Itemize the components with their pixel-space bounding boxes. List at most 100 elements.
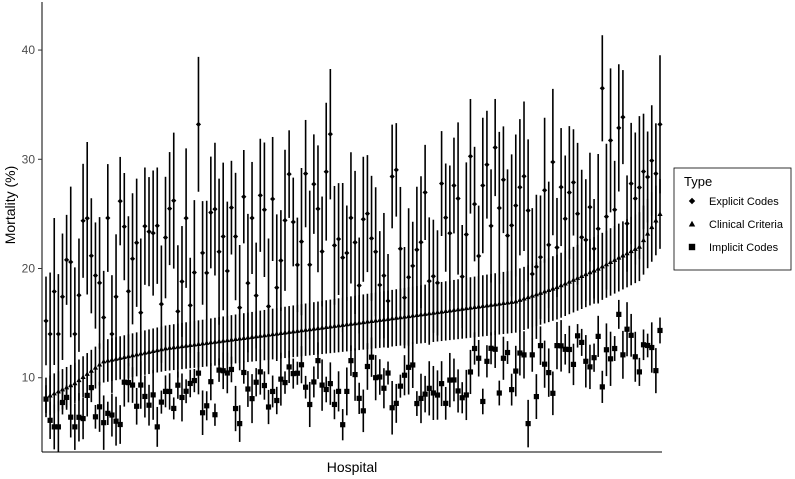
data-point [117,355,123,360]
data-point [471,201,478,207]
data-point [525,421,531,427]
data-point [529,292,535,298]
data-point [47,331,53,337]
data-point [529,352,535,358]
data-point [636,369,642,375]
plot-marks [43,35,663,453]
data-point [113,418,119,424]
legend-box [673,167,792,271]
data-point [447,230,453,236]
data-point [315,325,321,331]
data-point [249,396,255,402]
data-point [105,410,111,416]
data-point [191,269,197,276]
data-point [348,321,354,326]
data-point [492,301,498,307]
data-point [224,370,230,376]
data-point [393,400,399,406]
data-point [175,382,181,388]
data-point [92,414,99,420]
data-point [640,168,647,175]
data-point [138,310,144,316]
data-point [612,207,618,213]
data-point [142,350,148,355]
data-point [167,205,173,212]
data-point [488,223,494,229]
data-point [199,340,206,346]
data-point [484,358,490,364]
data-point [410,263,416,269]
data-point [537,343,544,349]
data-point [632,354,638,360]
data-point [298,327,305,333]
data-point [232,405,239,412]
data-point [134,240,140,246]
data-point [162,234,169,241]
data-point [327,323,333,329]
data-point [327,381,333,387]
data-point [249,334,255,339]
series-clinical-criteria [43,178,663,418]
data-point [587,269,593,275]
data-point [278,257,284,264]
data-point [298,239,305,245]
data-point [616,254,622,260]
data-point [113,356,119,361]
data-point [216,367,222,373]
data-point [96,361,103,367]
data-point [558,343,564,349]
data-point [459,273,465,280]
data-point [348,358,354,364]
data-point [570,361,577,367]
data-point [129,256,136,262]
data-point [542,288,548,294]
data-point [162,388,169,394]
data-point [603,214,610,220]
data-point [443,308,449,314]
data-point [261,382,268,389]
data-point [55,424,61,430]
data-point [344,250,350,256]
data-point [393,167,399,173]
data-point [199,410,206,416]
data-point [645,342,651,349]
data-point [579,234,585,240]
data-point [438,180,445,187]
data-point [599,85,605,91]
data-point [68,382,74,388]
data-point [121,379,127,385]
data-point [558,184,564,190]
data-point [142,393,148,400]
data-point [583,271,589,277]
legend-item: Explicit Codes [688,196,779,208]
data-point [237,420,243,427]
data-point [154,223,160,229]
data-point [270,388,276,395]
data-point [265,303,272,309]
data-point [352,371,358,378]
data-point [484,162,490,168]
data-point [414,312,420,317]
data-point [620,252,626,258]
data-point [344,388,350,395]
data-point [397,383,403,389]
data-point [620,114,626,120]
data-point [187,342,193,348]
data-point [340,422,346,428]
data-point [583,358,589,364]
data-point [628,180,634,187]
data-point [278,330,284,336]
data-point [373,249,379,255]
data-point [237,335,243,341]
data-point [583,237,589,243]
x-axis-title: Hospital [327,459,378,475]
data-point [117,421,123,428]
data-point [270,196,276,202]
data-point [471,345,478,352]
data-point [480,398,486,405]
legend-label: Implicit Codes [709,242,779,254]
data-point [331,242,338,248]
data-point [566,189,572,196]
data-point [521,295,527,301]
data-point [154,347,160,353]
